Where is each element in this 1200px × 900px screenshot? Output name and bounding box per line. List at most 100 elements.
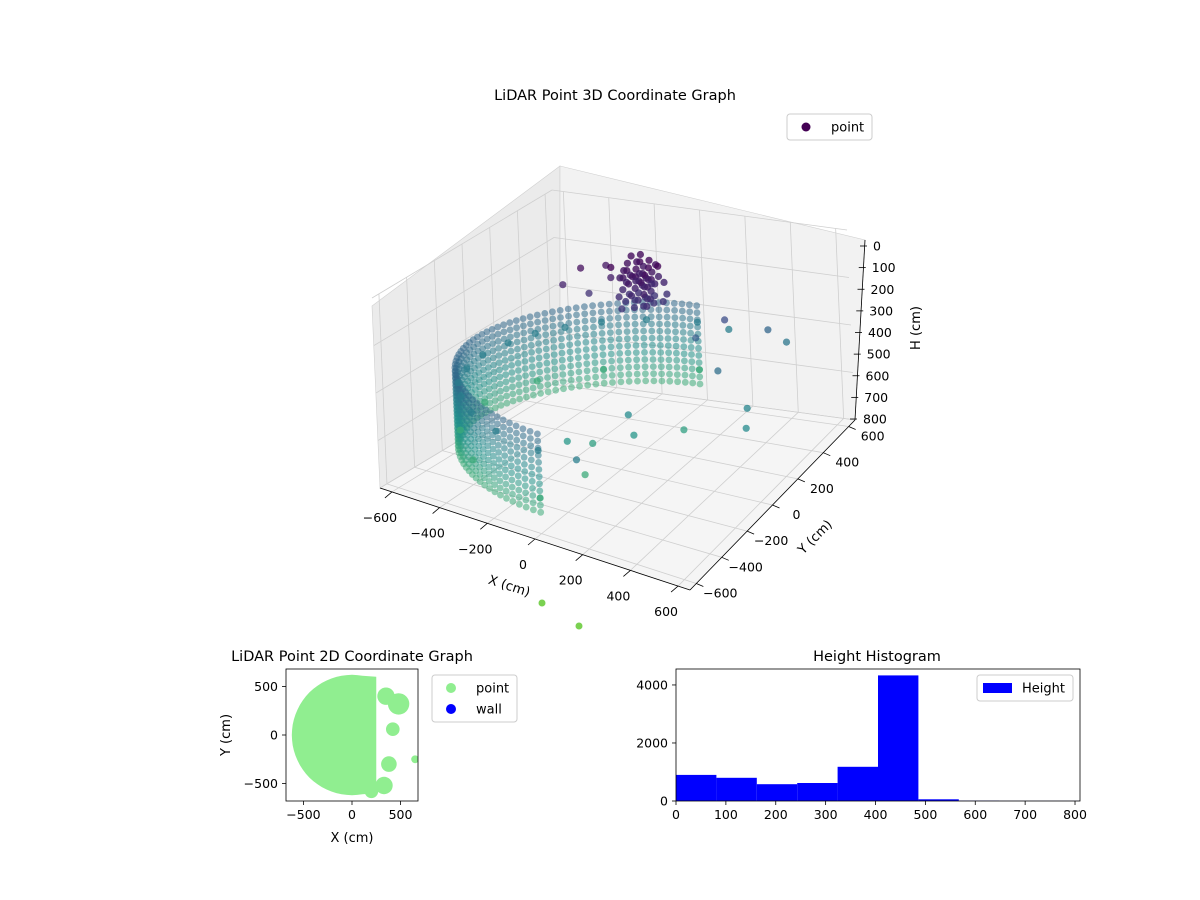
point-marker (696, 373, 704, 381)
point-marker (490, 452, 497, 460)
point-marker (514, 465, 522, 473)
point-marker (535, 340, 542, 347)
point-marker (488, 410, 495, 417)
point-marker (641, 356, 649, 363)
x-tick-label: 200 (559, 573, 583, 588)
point-marker (627, 252, 635, 260)
x-tick-label-histogram: 600 (963, 807, 987, 822)
point-marker (496, 366, 503, 374)
point-marker (689, 379, 697, 387)
point-marker (490, 375, 498, 383)
point-marker (494, 337, 502, 345)
point-marker (673, 371, 681, 378)
histogram-bar (676, 774, 717, 801)
point-marker (482, 406, 490, 414)
chart-histogram: Height Histogram 0 100 200 300 400 500 600 700 8… (636, 649, 1087, 822)
point-marker (622, 297, 630, 306)
point-marker (485, 456, 492, 464)
point-cloud-area (291, 674, 377, 796)
point-marker (550, 351, 558, 358)
point-marker (508, 469, 515, 477)
point-marker (606, 315, 614, 322)
x-tick-label-2d: −500 (286, 807, 320, 822)
point-marker (537, 390, 544, 397)
point-marker (552, 386, 560, 394)
point-marker (616, 364, 624, 372)
x-tick-label: −200 (458, 541, 492, 556)
point-marker (489, 438, 497, 446)
point-cloud-2d (291, 674, 418, 799)
point-marker (559, 281, 567, 289)
point-marker (584, 381, 592, 389)
point-marker (620, 267, 628, 275)
point-marker (648, 320, 655, 328)
point-marker (516, 500, 523, 508)
y-ticks-2d: 500 0 −500 (244, 679, 286, 791)
point-marker (559, 371, 567, 378)
point-marker (558, 335, 565, 343)
histogram-title: Height Histogram (813, 649, 941, 665)
point-marker (520, 322, 527, 330)
point-marker (573, 311, 580, 319)
point-marker (467, 408, 475, 416)
points-3d (451, 250, 791, 630)
point-marker (527, 456, 535, 464)
point-marker (542, 345, 550, 353)
point-marker (566, 355, 574, 363)
point-marker (642, 377, 650, 385)
point-marker (500, 423, 507, 431)
point-marker (640, 341, 648, 349)
point-marker (513, 331, 521, 339)
point-marker (489, 445, 497, 453)
point-marker (508, 362, 515, 369)
point-marker (567, 362, 574, 370)
z-tick-label: 800 (863, 412, 887, 427)
point-marker (534, 446, 542, 455)
legend-3d-marker (801, 122, 811, 132)
histogram-bar (918, 799, 959, 801)
y-axis-label-2d: Y (cm) (219, 714, 234, 757)
point-marker (552, 379, 559, 387)
grid-line-z (551, 189, 848, 231)
point-marker (632, 342, 640, 349)
point-marker (501, 357, 509, 364)
y-tick-label: 200 (810, 481, 834, 496)
point-marker (495, 359, 503, 367)
y-tick-label-2d: −500 (244, 776, 278, 791)
point-marker (566, 341, 574, 349)
plot-area-2d (291, 674, 418, 799)
legend-3d-label: point (831, 121, 864, 136)
point-marker (490, 467, 498, 474)
point-marker (551, 372, 559, 380)
y-tick-label-histogram: 0 (660, 794, 668, 809)
point-marker (506, 426, 514, 434)
point-marker (531, 329, 539, 337)
grid-line-z (553, 237, 850, 278)
point-marker (695, 359, 703, 366)
point-marker (492, 427, 500, 435)
point-marker (483, 428, 491, 435)
point-marker (589, 439, 597, 447)
point-marker (688, 365, 696, 373)
point-marker (521, 468, 529, 475)
point-marker (635, 289, 643, 297)
x-tick-label-histogram: 0 (672, 807, 680, 822)
point-marker (521, 350, 528, 358)
point-marker (520, 453, 528, 461)
y-ticks-histogram: 0 2000 4000 (636, 677, 676, 809)
point-marker (674, 378, 681, 386)
grid-line-y (469, 433, 773, 506)
point-marker (527, 442, 535, 450)
point-marker (551, 358, 558, 366)
point-marker (693, 309, 701, 317)
point-marker (520, 446, 528, 454)
point-marker (496, 470, 503, 478)
point-marker (679, 321, 687, 329)
point-marker (495, 449, 503, 456)
point-marker (649, 349, 657, 356)
point-marker (591, 366, 599, 374)
point-marker (660, 278, 668, 286)
point-marker (663, 306, 671, 314)
point-marker (680, 336, 687, 343)
point-marker (573, 325, 581, 333)
